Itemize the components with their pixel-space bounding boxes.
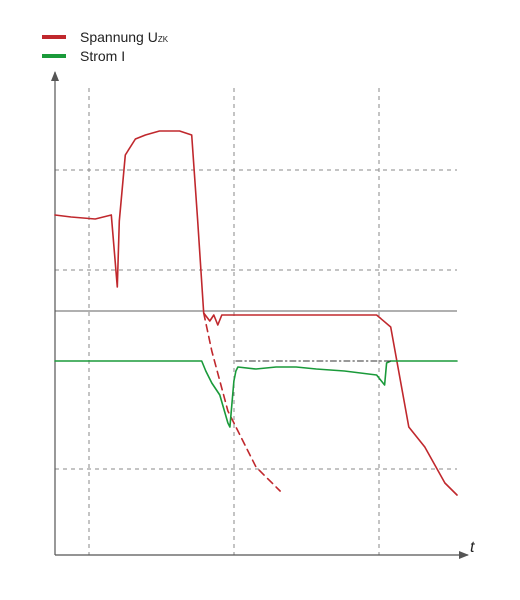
x-axis-label: t <box>470 539 475 556</box>
legend-item-current: Strom I <box>42 48 125 64</box>
legend-item-voltage: Spannung UZK <box>42 29 169 45</box>
series-layer <box>54 130 458 496</box>
legend-label-voltage: Spannung UZK <box>80 29 169 45</box>
series-line-strom-i <box>54 360 458 428</box>
series-line-spannung-u <box>54 130 458 496</box>
legend: Spannung UZK Strom I <box>42 29 169 64</box>
grid <box>55 88 457 555</box>
axes: t <box>51 71 475 559</box>
series-line-spannung-u-ohne-pufferung <box>202 312 281 492</box>
legend-label-current: Strom I <box>80 48 125 64</box>
